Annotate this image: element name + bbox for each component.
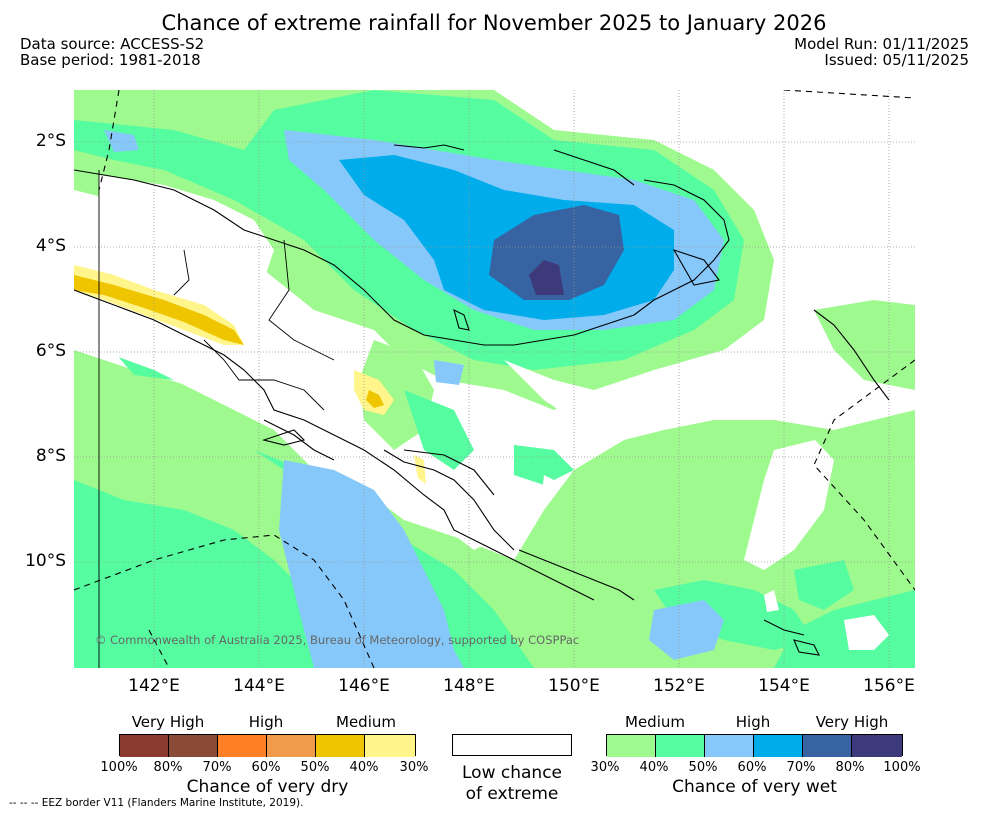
wet-legend-caption: Chance of very wet bbox=[672, 777, 837, 797]
dry-swatch-3 bbox=[218, 735, 267, 757]
data-source-label: Data source: ACCESS-S2 bbox=[20, 35, 205, 53]
dry-tick-60: 60% bbox=[251, 760, 281, 775]
wet-tick-70: 70% bbox=[786, 760, 816, 775]
wet-swatch-5 bbox=[803, 735, 852, 757]
lon-label-150e: 150°E bbox=[548, 676, 600, 696]
low-chance-swatch bbox=[452, 734, 572, 756]
dry-tick-70: 70% bbox=[202, 760, 232, 775]
dry-swatch-5 bbox=[316, 735, 365, 757]
dry-medium-label: Medium bbox=[336, 713, 396, 731]
eez-border-note: -- -- -- EEZ border V11 (Flanders Marine… bbox=[9, 797, 304, 809]
wet-80-100-area bbox=[529, 260, 564, 295]
copyright-notice: © Commonwealth of Australia 2025, Bureau… bbox=[95, 633, 580, 647]
dry-tick-50: 50% bbox=[300, 760, 330, 775]
dry-swatch-2 bbox=[169, 735, 218, 757]
wet-tick-30: 30% bbox=[590, 760, 620, 775]
model-run-label: Model Run: 01/11/2025 bbox=[794, 35, 969, 53]
low-chance-caption-2: of extreme bbox=[465, 784, 559, 804]
dry-tick-100: 100% bbox=[100, 760, 138, 775]
issued-label: Issued: 05/11/2025 bbox=[824, 51, 969, 69]
wet-very-high-label: Very High bbox=[815, 713, 889, 731]
dry-tick-30: 30% bbox=[399, 760, 429, 775]
border bbox=[98, 170, 335, 668]
lon-label-142e: 142°E bbox=[128, 676, 180, 696]
wet-swatch-3 bbox=[705, 735, 754, 757]
dry-very-high-label: Very High bbox=[131, 713, 205, 731]
map-title: Chance of extreme rainfall for November … bbox=[161, 11, 827, 35]
lat-label-8s: 8°S bbox=[35, 446, 66, 466]
lat-label-10s: 10°S bbox=[25, 551, 66, 571]
base-period-label: Base period: 1981-2018 bbox=[20, 51, 201, 69]
dry-tick-40: 40% bbox=[349, 760, 379, 775]
wet-medium-label: Medium bbox=[625, 713, 685, 731]
wet-high-label: High bbox=[735, 713, 771, 731]
lon-label-152e: 152°E bbox=[653, 676, 705, 696]
wet-tick-40: 40% bbox=[639, 760, 669, 775]
dry-high-label: High bbox=[248, 713, 284, 731]
wet-tick-100: 100% bbox=[883, 760, 921, 775]
wet-tick-80: 80% bbox=[835, 760, 865, 775]
low-chance-caption-1: Low chance bbox=[462, 763, 562, 783]
lon-label-156e: 156°E bbox=[863, 676, 915, 696]
graticule bbox=[74, 90, 915, 668]
wet-colorbar bbox=[606, 734, 903, 757]
wet-swatch-4 bbox=[754, 735, 803, 757]
wet-swatch-6 bbox=[852, 735, 902, 757]
low-chance-area bbox=[99, 175, 889, 650]
lat-label-2s: 2°S bbox=[35, 131, 66, 151]
eez-border bbox=[74, 90, 915, 668]
dry-swatch-1 bbox=[120, 735, 169, 757]
dry-swatch-6 bbox=[365, 735, 415, 757]
lon-label-146e: 146°E bbox=[338, 676, 390, 696]
lon-label-144e: 144°E bbox=[233, 676, 285, 696]
coastline bbox=[74, 144, 890, 656]
lat-label-4s: 4°S bbox=[35, 236, 66, 256]
dry-swatch-4 bbox=[267, 735, 316, 757]
lon-label-154e: 154°E bbox=[758, 676, 810, 696]
dry-legend-caption: Chance of very dry bbox=[186, 777, 349, 797]
wet-70-80-area bbox=[489, 205, 624, 300]
wet-swatch-1 bbox=[607, 735, 656, 757]
wet-tick-60: 60% bbox=[737, 760, 767, 775]
dry-colorbar bbox=[119, 734, 416, 757]
lat-label-6s: 6°S bbox=[35, 341, 66, 361]
lon-label-148e: 148°E bbox=[443, 676, 495, 696]
dry-tick-80: 80% bbox=[153, 760, 183, 775]
wet-swatch-2 bbox=[656, 735, 705, 757]
wet-tick-50: 50% bbox=[688, 760, 718, 775]
rainfall-map bbox=[74, 90, 915, 668]
